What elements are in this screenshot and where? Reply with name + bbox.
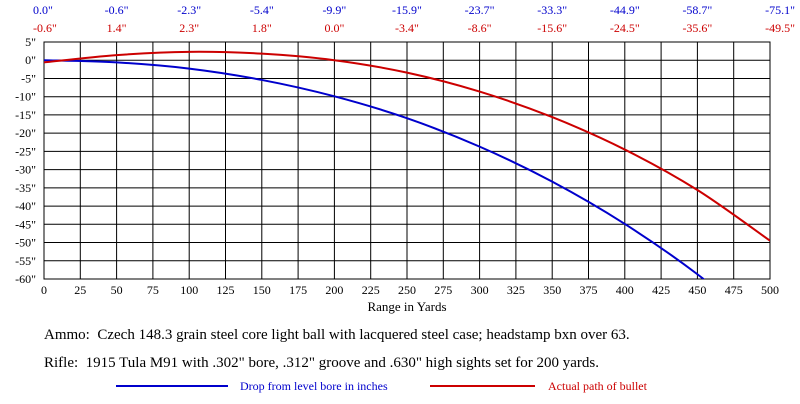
top-drop-label: -2.3" (177, 3, 201, 17)
drop-series-line (44, 59, 706, 279)
x-tick-label: 500 (761, 283, 779, 297)
x-axis-label: Range in Yards (367, 299, 446, 314)
top-drop-label: -5.4" (250, 3, 274, 17)
legend-label-path: Actual path of bullet (548, 379, 648, 393)
y-tick-label: -60" (15, 272, 36, 286)
y-tick-label: 5" (25, 35, 36, 49)
rifle-note: Rifle: 1915 Tula M91 with .302" bore, .3… (44, 355, 599, 371)
top-path-label: 0.0" (324, 21, 344, 35)
top-drop-label: -15.9" (392, 3, 422, 17)
legend: Drop from level bore in inches Actual pa… (116, 379, 648, 393)
x-tick-label: 425 (652, 283, 670, 297)
top-drop-label: 0.0" (33, 3, 53, 17)
top-value-labels: 0.0" -0.6" -2.3" -5.4" -9.9" -15.9" -23.7" -33.… (33, 3, 795, 35)
top-path-label: 1.4" (107, 21, 127, 35)
x-tick-label: 325 (507, 283, 525, 297)
top-path-label: 2.3" (179, 21, 199, 35)
x-tick-labels: 0 25 50 75 100 125 150 175 200 225 250 275 300 325 350… (41, 283, 779, 297)
top-drop-label: -0.6" (105, 3, 129, 17)
top-path-label: -15.6" (537, 21, 567, 35)
x-tick-label: 0 (41, 283, 47, 297)
top-path-label: -8.6" (468, 21, 492, 35)
top-drop-label: -23.7" (465, 3, 495, 17)
x-tick-label: 100 (180, 283, 198, 297)
y-tick-label: -15" (15, 108, 36, 122)
x-tick-label: 400 (616, 283, 634, 297)
legend-label-drop: Drop from level bore in inches (240, 379, 388, 393)
top-path-label: -49.5" (765, 21, 795, 35)
y-tick-label: -25" (15, 144, 36, 158)
x-tick-label: 75 (147, 283, 159, 297)
y-tick-label: -30" (15, 163, 36, 177)
top-drop-label: -58.7" (682, 3, 712, 17)
y-tick-label: -10" (15, 90, 36, 104)
x-tick-label: 125 (217, 283, 235, 297)
y-tick-label: -5" (21, 71, 36, 85)
top-path-label: -3.4" (395, 21, 419, 35)
x-tick-label: 450 (688, 283, 706, 297)
x-tick-label: 25 (74, 283, 86, 297)
top-path-label: -0.6" (33, 21, 57, 35)
y-tick-label: -40" (15, 199, 36, 213)
top-drop-label: -9.9" (322, 3, 346, 17)
top-drop-label: -75.1" (765, 3, 795, 17)
top-path-label: -24.5" (610, 21, 640, 35)
x-tick-label: 375 (580, 283, 598, 297)
x-tick-label: 300 (471, 283, 489, 297)
top-path-label: 1.8" (252, 21, 272, 35)
bullet-path-series-line (44, 50, 770, 242)
y-tick-label: -50" (15, 236, 36, 250)
grid (43, 41, 771, 280)
y-tick-label: -35" (15, 181, 36, 195)
x-tick-label: 50 (111, 283, 123, 297)
plot-frame (43, 41, 771, 280)
y-tick-label: -45" (15, 217, 36, 231)
x-tick-label: 150 (253, 283, 271, 297)
x-tick-label: 250 (398, 283, 416, 297)
x-tick-label: 225 (362, 283, 380, 297)
x-tick-label: 175 (289, 283, 307, 297)
top-drop-label: -33.3" (537, 3, 567, 17)
top-drop-label: -44.9" (610, 3, 640, 17)
ammo-note: Ammo: Czech 148.3 grain steel core light… (44, 327, 630, 343)
y-tick-label: 0" (25, 53, 36, 67)
y-tick-labels: 5" 0" -5" -10" -15" -20" -25" -30" -35" -40" -45" -… (15, 35, 36, 286)
y-tick-label: -55" (15, 254, 36, 268)
top-path-label: -35.6" (682, 21, 712, 35)
x-tick-label: 350 (543, 283, 561, 297)
x-tick-label: 475 (725, 283, 743, 297)
plot-lines (44, 50, 770, 279)
y-tick-label: -20" (15, 126, 36, 140)
x-tick-label: 200 (325, 283, 343, 297)
x-tick-label: 275 (434, 283, 452, 297)
